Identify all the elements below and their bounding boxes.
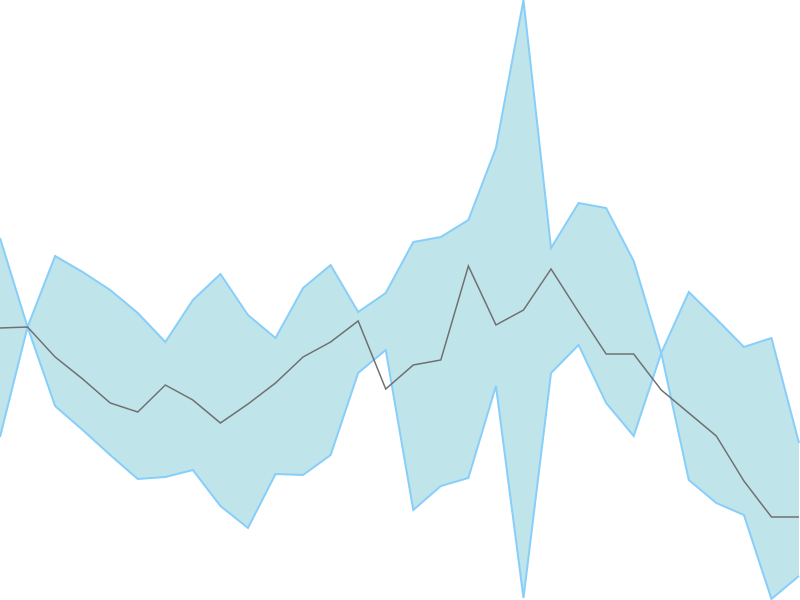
band-lower-edge — [0, 323, 800, 600]
band-upper-edge — [0, 0, 800, 444]
series-line-0 — [0, 263, 799, 518]
series-lines — [0, 263, 799, 518]
